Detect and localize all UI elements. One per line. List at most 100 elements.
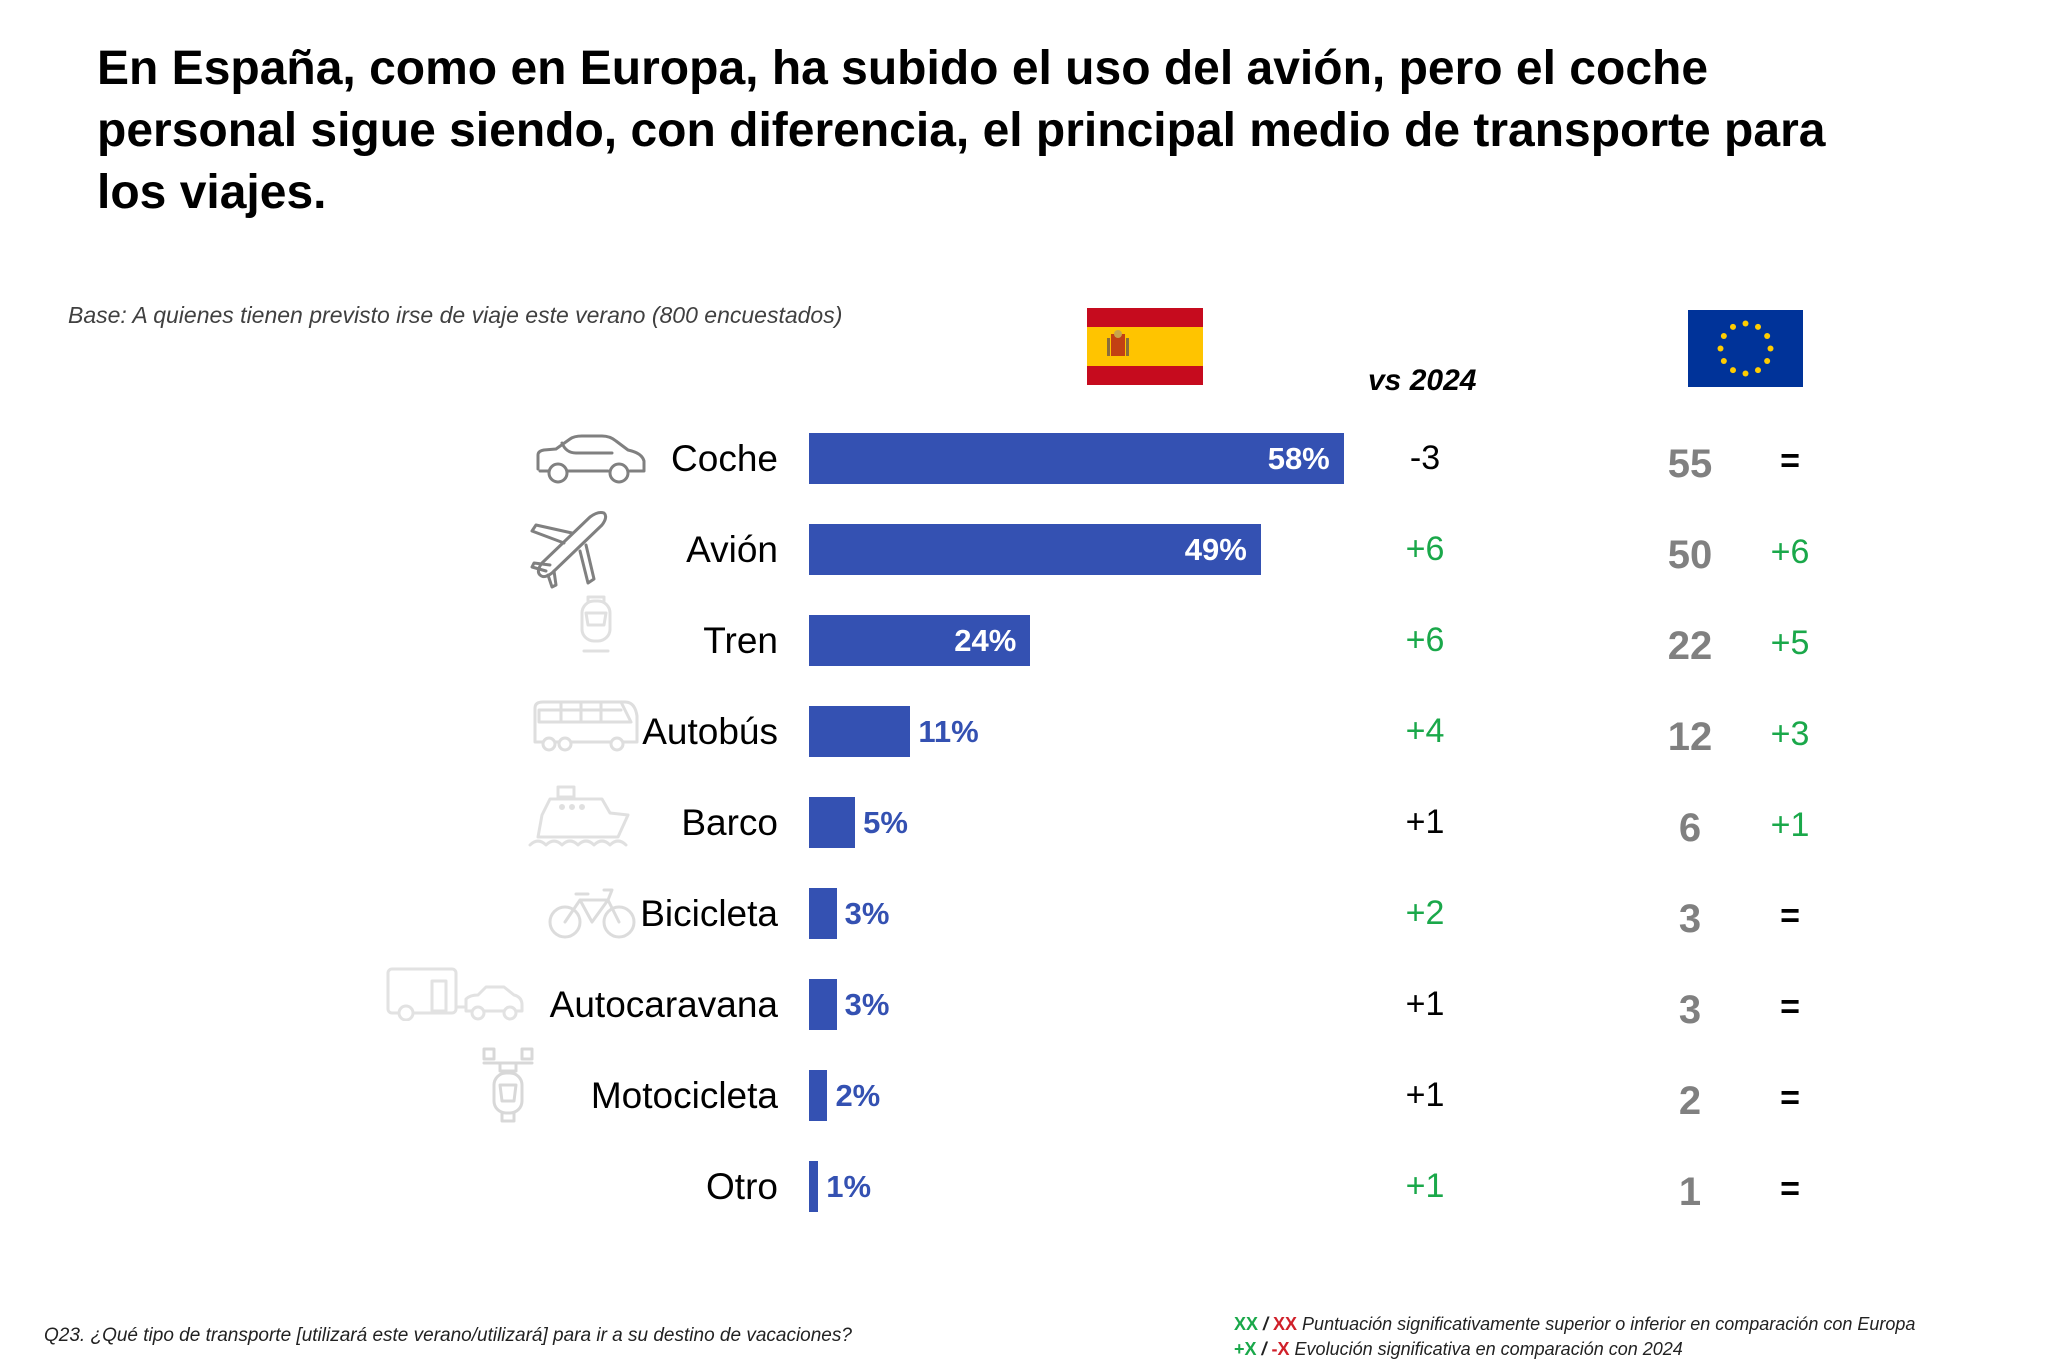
- category-label: Barco: [681, 802, 778, 843]
- boat-icon: [528, 785, 630, 847]
- europe-vs-2024-value: +3: [1770, 715, 1810, 753]
- car-icon: [536, 434, 646, 484]
- category-label: Autobús: [642, 711, 778, 752]
- europe-value: 3: [1678, 897, 1702, 941]
- eu-star: [1720, 333, 1727, 339]
- eu-star: [1742, 370, 1749, 377]
- europe-vs-2024-value: =: [1780, 1079, 1800, 1117]
- bar-spain: [809, 706, 911, 757]
- bar-value-label: 58%: [1267, 441, 1330, 476]
- eu-star: [1717, 345, 1724, 352]
- bar-value-label: 3%: [844, 987, 890, 1022]
- legend-red-marker: XX: [1273, 1314, 1298, 1334]
- bus-icon: [533, 700, 639, 752]
- category-label: Tren: [703, 620, 778, 661]
- europe-vs-2024-value: +1: [1770, 806, 1810, 844]
- legend-red-marker: -X: [1271, 1339, 1290, 1359]
- eu-flag-icon: [1688, 310, 1803, 387]
- spain-vs-2024-value: +1: [1405, 985, 1445, 1023]
- bar-value-label: 1%: [826, 1169, 872, 1204]
- eu-star: [1755, 367, 1761, 374]
- chart-row: Tren 24% +6 22 +5: [0, 595, 2048, 668]
- bar-spain: [809, 888, 837, 939]
- bar-value-label: 2%: [835, 1078, 881, 1113]
- category-label: Autocaravana: [549, 984, 778, 1025]
- bar-value-label: 3%: [844, 896, 890, 931]
- train-icon: [580, 595, 612, 653]
- chart-row: Autocaravana 3% +1 3 =: [0, 967, 2048, 1032]
- europe-value: 22: [1667, 624, 1713, 668]
- europe-vs-2024-value: +5: [1770, 624, 1810, 662]
- europe-value: 12: [1667, 715, 1713, 759]
- europe-value: 55: [1667, 442, 1713, 486]
- vs-2024-header: vs 2024: [1368, 364, 1477, 397]
- bar-spain: [809, 797, 856, 848]
- europe-vs-2024-value: +6: [1770, 533, 1810, 571]
- europe-value: 3: [1678, 988, 1702, 1032]
- bar-spain: [809, 615, 1031, 666]
- eu-star: [1767, 345, 1774, 352]
- spain-vs-2024-value: +6: [1405, 621, 1445, 659]
- legend-text: Evolución significativa en comparación c…: [1289, 1339, 1683, 1359]
- chart-row: Barco 5% +1 6 +1: [0, 785, 2048, 850]
- spain-vs-2024-value: +1: [1405, 803, 1445, 841]
- eu-star: [1720, 358, 1727, 364]
- category-label: Avión: [686, 529, 778, 570]
- bicycle-icon: [548, 888, 636, 939]
- legend-separator: /: [1258, 1314, 1274, 1334]
- spain-vs-2024-value: -3: [1409, 439, 1441, 477]
- legend-separator: /: [1256, 1339, 1272, 1359]
- spain-vs-2024-value: +1: [1405, 1076, 1445, 1114]
- spain-vs-2024-value: +4: [1405, 712, 1445, 750]
- spain-vs-2024-value: +6: [1405, 530, 1445, 568]
- chart-row: Coche 58% -3 55 =: [0, 433, 2048, 486]
- europe-value: 1: [1678, 1170, 1702, 1214]
- bar-value-label: 5%: [863, 805, 908, 840]
- legend-line-europe: XX / XX Puntuación significativamente su…: [1234, 1312, 1915, 1337]
- motorcycle-icon: [482, 1047, 534, 1123]
- bar-value-label: 24%: [954, 623, 1017, 658]
- bar-spain: [809, 1070, 828, 1121]
- chart-row: Otro 1% +1 1 =: [0, 1161, 2048, 1214]
- europe-value: 50: [1667, 533, 1713, 577]
- europe-vs-2024-value: =: [1780, 988, 1800, 1026]
- eu-star: [1764, 358, 1771, 364]
- europe-value: 2: [1678, 1079, 1702, 1123]
- eu-star: [1730, 367, 1736, 374]
- category-label: Motocicleta: [590, 1075, 778, 1116]
- eu-star: [1764, 333, 1771, 339]
- bar-spain: [809, 1161, 819, 1212]
- significance-legend: XX / XX Puntuación significativamente su…: [1234, 1312, 1915, 1362]
- category-label: Bicicleta: [640, 893, 778, 934]
- spain-vs-2024-value: +2: [1405, 894, 1445, 932]
- bar-spain: [809, 979, 837, 1030]
- legend-text: Puntuación significativamente superior o…: [1297, 1314, 1916, 1334]
- europe-value: 6: [1678, 806, 1702, 850]
- chart-row: Motocicleta 2% +1 2 =: [0, 1047, 2048, 1123]
- bar-value-label: 11%: [918, 714, 979, 749]
- bar-value-label: 49%: [1184, 532, 1247, 567]
- chart-row: Bicicleta 3% +2 3 =: [0, 888, 2048, 941]
- chart-row: Autobús 11% +4 12 +3: [0, 700, 2048, 759]
- legend-line-2024: +X / -X Evolución significativa en compa…: [1234, 1337, 1915, 1362]
- spain-vs-2024-value: +1: [1405, 1167, 1445, 1205]
- airplane-icon: [530, 511, 608, 589]
- eu-star: [1730, 323, 1736, 330]
- europe-vs-2024-value: =: [1780, 442, 1800, 480]
- eu-star: [1755, 323, 1761, 330]
- bar-spain: [809, 433, 1344, 484]
- category-label: Otro: [706, 1166, 778, 1207]
- category-label: Coche: [671, 438, 778, 479]
- base-note: Base: A quienes tienen previsto irse de …: [68, 302, 843, 328]
- legend-green-marker: +X: [1234, 1339, 1257, 1359]
- europe-vs-2024-value: =: [1780, 1170, 1800, 1208]
- legend-green-marker: XX: [1234, 1314, 1259, 1334]
- chart-row: Avión 49% +6 50 +6: [0, 511, 2048, 589]
- caravan-icon: [386, 967, 524, 1021]
- spain-flag-icon: [1087, 308, 1203, 385]
- page-title: En España, como en Europa, ha subido el …: [97, 42, 1826, 219]
- question-footnote: Q23. ¿Qué tipo de transporte [utilizará …: [44, 1325, 852, 1346]
- eu-star: [1742, 320, 1749, 327]
- bar-spain: [809, 524, 1261, 575]
- europe-vs-2024-value: =: [1780, 897, 1800, 935]
